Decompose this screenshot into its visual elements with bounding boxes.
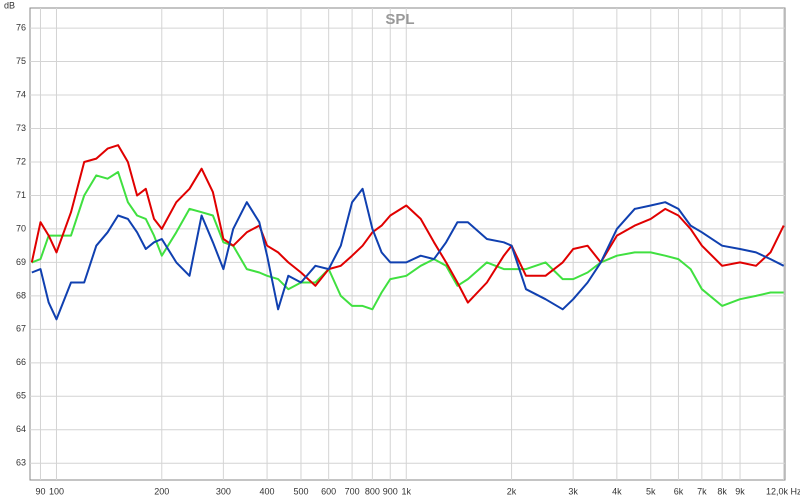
x-tick-label: 12,0k Hz	[766, 486, 800, 496]
plot-area	[29, 7, 786, 481]
y-tick-label: 73	[16, 123, 26, 133]
x-tick-label: 300	[216, 486, 231, 496]
y-tick-label: 68	[16, 290, 26, 300]
x-tick-label: 3k	[568, 486, 578, 496]
y-tick-label: 65	[16, 391, 26, 401]
x-tick-label: 90	[35, 486, 45, 496]
chart-title: SPL	[385, 11, 414, 28]
y-tick-label: 70	[16, 223, 26, 233]
y-tick-label: 66	[16, 357, 26, 367]
y-tick-label: 72	[16, 156, 26, 166]
series-line	[31, 187, 785, 321]
x-tick-label: 400	[260, 486, 275, 496]
y-tick-label: 75	[16, 56, 26, 66]
x-tick-label: 8k	[717, 486, 727, 496]
x-tick-label: 500	[293, 486, 308, 496]
y-tick-label: 63	[16, 458, 26, 468]
x-tick-label: 7k	[697, 486, 707, 496]
x-tick-label: 2k	[507, 486, 517, 496]
y-tick-label: 69	[16, 257, 26, 267]
x-tick-label: 700	[345, 486, 360, 496]
x-tick-label: 800	[365, 486, 380, 496]
x-tick-label: 100	[49, 486, 64, 496]
x-tick-label: 5k	[646, 486, 656, 496]
x-tick-label: 6k	[674, 486, 684, 496]
series-line	[30, 144, 785, 304]
x-tick-label: 200	[154, 486, 169, 496]
x-tick-label: 1k	[402, 486, 412, 496]
series-line	[31, 171, 784, 311]
x-tick-label: 900	[383, 486, 398, 496]
y-tick-label: 71	[16, 190, 26, 200]
x-tick-label: 4k	[612, 486, 622, 496]
y-axis-label: dB	[4, 0, 15, 10]
y-tick-label: 76	[16, 22, 26, 32]
y-tick-label: 64	[16, 424, 26, 434]
y-tick-label: 74	[16, 89, 26, 99]
x-tick-label: 9k	[735, 486, 745, 496]
y-tick-label: 67	[16, 324, 26, 334]
x-tick-label: 600	[321, 486, 336, 496]
